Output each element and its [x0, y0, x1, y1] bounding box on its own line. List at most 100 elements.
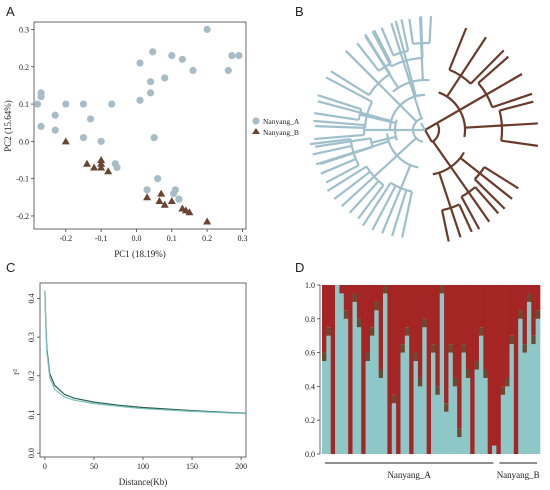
structure-bar-segment — [348, 285, 353, 454]
structure-bar-segment — [387, 285, 393, 454]
structure-bar-segment — [374, 285, 379, 302]
structure-bar-segment — [431, 285, 436, 345]
structure-bar-segment — [435, 386, 441, 395]
tree-branch — [408, 81, 423, 119]
tree-branch — [420, 122, 426, 131]
structure-bar-segment — [470, 285, 475, 454]
pca-point-nanyang-a — [113, 163, 121, 172]
tree-branch — [448, 27, 468, 71]
ld-y-tick-label: 0.4 — [27, 293, 36, 303]
pca-point-nanyang-a — [97, 137, 105, 145]
structure-bar-segment — [526, 285, 532, 294]
pca-point-nanyang-a — [51, 126, 59, 134]
pca-point-nanyang-a — [150, 134, 158, 142]
tree-arc — [498, 110, 504, 141]
ld-plot-frame — [39, 282, 247, 458]
structure-bar-segment — [452, 386, 458, 454]
panel-letter-c: C — [6, 260, 15, 275]
structure-bar-segment — [509, 285, 515, 336]
structure-bar-segment — [448, 285, 454, 345]
structure-bar-segment — [422, 318, 427, 328]
pca-point-nanyang-a — [37, 122, 45, 131]
pca-point-nanyang-b — [97, 159, 106, 167]
tree-branch — [401, 191, 413, 238]
structure-bar-segment — [448, 344, 454, 353]
pca-x-tick-label: 0.1 — [167, 234, 177, 243]
structure-bar-segment — [409, 285, 414, 454]
structure-bar-segment — [326, 285, 332, 328]
pca-point-nanyang-a — [235, 51, 243, 60]
structure-bar-segment — [352, 285, 358, 294]
tree-arc — [392, 78, 430, 93]
tree-arc — [432, 151, 465, 176]
structure-bar-segment — [335, 285, 340, 454]
tree-branch — [317, 94, 362, 111]
legend-label-nanyang-a: Nanyang_A — [263, 117, 300, 126]
pca-point-nanyang-b — [203, 217, 212, 225]
structure-bar-segment — [444, 403, 449, 412]
pca-point-nanyang-a — [108, 100, 116, 108]
structure-y-tick-label: 0.0 — [305, 450, 315, 459]
tree-branch — [420, 43, 424, 81]
structure-bar-segment — [426, 285, 432, 454]
structure-bar-segment — [518, 318, 523, 454]
legend-label-nanyang-b: Nanyang_B — [263, 128, 299, 137]
tree-branch — [491, 92, 533, 109]
structure-bar-segment — [356, 327, 362, 454]
tree-branch — [459, 157, 481, 175]
structure-bar-segment — [483, 285, 488, 370]
structure-bar-segment — [378, 377, 384, 454]
structure-bar-segment — [361, 285, 366, 454]
pca-point-nanyang-a — [62, 100, 70, 108]
structure-bar-segment — [374, 310, 379, 454]
structure-bar-segment — [400, 352, 406, 454]
pca-legend: Nanyang_A Nanyang_B — [252, 117, 300, 137]
pca-point-nanyang-b — [160, 200, 169, 208]
structure-bar-segment — [343, 310, 349, 319]
tree-arc — [390, 181, 413, 193]
structure-bar-segment — [422, 285, 427, 319]
structure-bar-segment — [326, 327, 332, 336]
tree-branch — [460, 196, 481, 230]
tree-branch — [449, 207, 462, 238]
structure-bar-segment — [417, 386, 423, 454]
structure-group-label: Nanyang_A — [387, 470, 431, 480]
ld-x-axis-label: Distance(Kb) — [119, 477, 167, 487]
tree-branch — [408, 18, 414, 44]
structure-bar-segment — [500, 285, 506, 387]
tree-branch — [314, 112, 359, 121]
structure-bar-segment — [483, 369, 488, 378]
pca-y-tick-label: -0.2 — [16, 212, 29, 221]
structure-bar-segment — [500, 386, 506, 395]
structure-panel: 0.0 0.2 0.4 0.6 0.8 1.0 Nanyang_A Nanyang_B — [305, 281, 541, 480]
ld-y-tick-label: 0.1 — [27, 409, 36, 419]
structure-bar-segment — [439, 285, 445, 294]
pca-x-tick-label: 0.0 — [131, 234, 141, 243]
structure-bar-segment — [444, 411, 449, 454]
tree-branch — [315, 125, 366, 130]
structure-bar-segment — [339, 285, 345, 294]
tree-branch — [333, 170, 371, 200]
structure-bar-segment — [435, 394, 441, 454]
pca-y-tick-label: 0.2 — [19, 63, 29, 72]
structure-bar-segment — [378, 285, 384, 370]
structure-bar-segment — [322, 361, 327, 454]
structure-bar-segment — [535, 318, 541, 454]
tree-branch — [477, 55, 510, 84]
tree-arc — [357, 108, 363, 121]
tree-branch — [357, 184, 385, 220]
tree-arc — [477, 82, 494, 108]
structure-bar-segment — [391, 285, 397, 395]
ld-x-tick-label: 50 — [90, 462, 98, 471]
tree-branch — [440, 209, 450, 242]
structure-bar-segment — [417, 285, 423, 378]
tree-branch — [373, 154, 398, 178]
tree-arc — [386, 133, 419, 169]
ld-decay-line — [44, 290, 247, 414]
structure-bar-segment — [431, 352, 436, 454]
tree-branch — [330, 70, 370, 96]
pca-point-nanyang-b — [167, 197, 176, 205]
structure-bar-segment — [356, 318, 362, 328]
structure-bar-segment — [461, 352, 467, 454]
structure-bar-segment — [444, 285, 449, 404]
